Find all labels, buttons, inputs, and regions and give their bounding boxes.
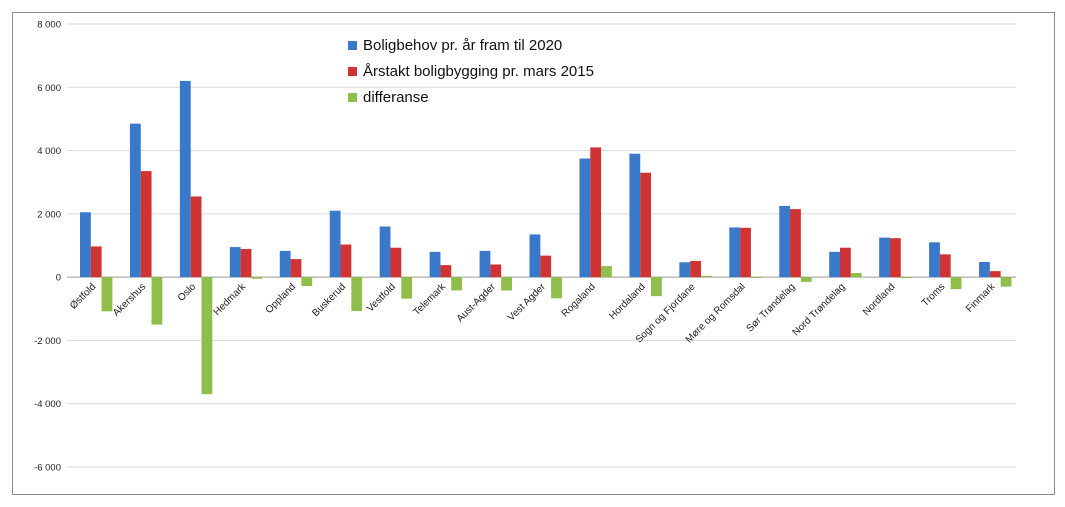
bar-boligbehov xyxy=(529,234,541,278)
category-label: Sør Trøndelag xyxy=(745,281,798,334)
bar-boligbehov xyxy=(879,237,890,278)
legend-swatch xyxy=(348,93,357,102)
bar-boligbehov xyxy=(479,250,491,278)
bar-arstakt xyxy=(740,227,751,278)
category-label: Telemark xyxy=(411,281,448,318)
bar-boligbehov xyxy=(429,251,441,278)
bar-arstakt xyxy=(390,247,402,278)
bar-differanse xyxy=(501,277,512,291)
bar-arstakt xyxy=(240,248,252,278)
bar-boligbehov xyxy=(129,123,141,278)
bar-boligbehov xyxy=(379,226,391,278)
bar-differanse xyxy=(101,277,113,312)
bar-differanse xyxy=(401,277,413,299)
bar-boligbehov xyxy=(80,212,91,278)
bar-boligbehov xyxy=(679,262,691,278)
bar-boligbehov xyxy=(579,158,591,278)
bar-arstakt xyxy=(640,172,652,278)
category-label: Østfold xyxy=(68,281,98,311)
category-label: Nord Trøndelag xyxy=(791,281,848,338)
y-tick-label: 4 000 xyxy=(37,146,61,157)
bar-arstakt xyxy=(90,246,102,278)
y-tick-label: 8 000 xyxy=(37,20,61,31)
category-label: Troms xyxy=(920,281,948,309)
bar-differanse xyxy=(651,277,662,297)
category-label: Finmark xyxy=(964,281,998,315)
legend-swatch xyxy=(348,67,357,76)
category-label: Akershus xyxy=(111,281,148,318)
bar-differanse xyxy=(201,277,213,395)
bar-differanse xyxy=(251,277,263,279)
bar-arstakt xyxy=(939,254,951,278)
bar-arstakt xyxy=(989,271,1001,278)
bar-differanse xyxy=(1000,277,1012,287)
y-tick-label: -4 000 xyxy=(34,399,61,410)
bar-boligbehov xyxy=(279,250,291,278)
bar-arstakt xyxy=(190,196,202,278)
bar-boligbehov xyxy=(629,153,641,278)
bar-boligbehov xyxy=(179,80,191,278)
bar-differanse xyxy=(351,277,363,312)
bar-differanse xyxy=(451,277,463,291)
bar-differanse xyxy=(551,277,562,299)
bar-arstakt xyxy=(840,247,851,278)
legend-label: Boligbehov pr. år fram til 2020 xyxy=(363,37,562,54)
y-axis-ticks: 8 000 6 000 4 000 2 000 0 -2 000 -4 000 -6 000 xyxy=(34,20,61,474)
bar-boligbehov xyxy=(779,205,791,278)
y-tick-label: -2 000 xyxy=(34,336,61,347)
bar-boligbehov xyxy=(979,261,990,278)
bar-arstakt xyxy=(590,147,602,278)
legend-label: Årstakt boligbygging pr. mars 2015 xyxy=(363,63,594,80)
category-label: Hedmark xyxy=(212,281,249,318)
y-tick-label: -6 000 xyxy=(34,463,61,474)
y-tick-label: 2 000 xyxy=(37,209,61,220)
bar-differanse xyxy=(800,277,812,282)
bar-boligbehov xyxy=(729,227,741,278)
chart-frame: 8 000 6 000 4 000 2 000 0 -2 000 -4 000 -6 000 … xyxy=(12,12,1055,495)
bar-arstakt xyxy=(140,171,152,278)
bar-differanse xyxy=(700,275,712,278)
legend-swatch xyxy=(348,41,357,50)
gridlines xyxy=(67,23,1016,468)
bar-differanse xyxy=(301,277,313,287)
bar-boligbehov xyxy=(329,210,341,278)
bar-boligbehov xyxy=(229,247,241,278)
category-label: Oslo xyxy=(176,281,199,304)
bar-arstakt xyxy=(290,259,302,278)
bar-arstakt xyxy=(690,261,701,278)
bar-differanse xyxy=(151,277,163,325)
category-label: Hordaland xyxy=(607,281,647,321)
bar-arstakt xyxy=(889,238,901,278)
bar-arstakt xyxy=(490,264,502,278)
bar-differanse xyxy=(950,277,962,290)
legend: Boligbehov pr. år fram til 2020 Årstakt b… xyxy=(348,37,594,106)
legend-label: differanse xyxy=(363,89,429,106)
category-label: Vestfold xyxy=(365,281,398,314)
category-label: Rogaland xyxy=(560,281,598,319)
bar-arstakt xyxy=(790,209,801,278)
y-tick-label: 0 xyxy=(56,273,61,284)
bar-boligbehov xyxy=(929,242,940,278)
category-label: Nordland xyxy=(861,281,897,317)
bar-arstakt xyxy=(440,265,452,278)
bar-arstakt xyxy=(340,244,352,278)
bar-arstakt xyxy=(540,255,552,278)
bar-differanse xyxy=(601,266,612,278)
bar-differanse xyxy=(850,273,862,278)
category-label: Oppland xyxy=(264,281,299,316)
category-label: Buskerud xyxy=(310,281,348,319)
category-label: Vest Agder xyxy=(506,281,548,323)
bar-boligbehov xyxy=(829,251,841,278)
bar-differanse xyxy=(900,277,912,279)
y-tick-label: 6 000 xyxy=(37,83,61,94)
bar-differanse xyxy=(750,277,762,278)
bars xyxy=(80,80,1012,395)
